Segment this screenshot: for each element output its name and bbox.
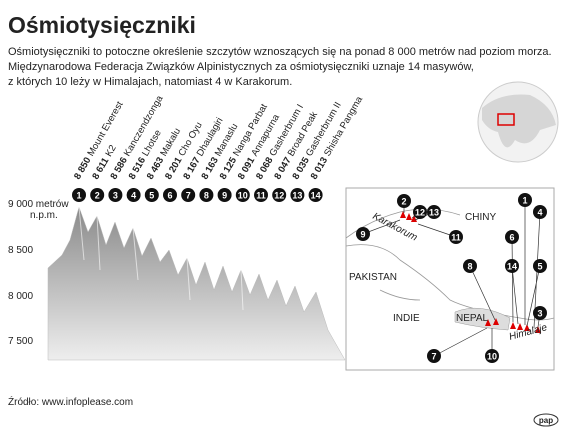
peak-marker xyxy=(181,188,196,202)
peak-height: 8 013 xyxy=(309,155,330,181)
peak-marker xyxy=(90,188,105,202)
peak-number: 12 xyxy=(274,191,284,201)
mountains xyxy=(47,206,346,361)
peak-height: 8 201 xyxy=(163,155,185,182)
peak-marker xyxy=(485,349,499,363)
peak-height: 8 047 xyxy=(272,155,293,181)
description: Międzynarodowa Federacja Związków Alpini… xyxy=(8,61,474,73)
peak-height: 8 611 xyxy=(90,155,112,181)
axis-label: 9 000 metrów xyxy=(8,199,69,210)
peak-marker xyxy=(413,205,427,219)
peak-height: 8 091 xyxy=(236,155,258,182)
description: z których 10 leży w Himalajach, natomias… xyxy=(8,76,292,88)
axis-label: 8 000 xyxy=(8,291,33,302)
axis-label: 8 500 xyxy=(8,245,33,256)
peak-height: 8 586 xyxy=(108,155,129,181)
peak-marker xyxy=(163,188,177,202)
peak-marker xyxy=(463,259,477,273)
peak-marker xyxy=(254,188,268,202)
peak-number: 11 xyxy=(451,233,461,243)
map-label: CHINY xyxy=(465,212,496,223)
peak-marker xyxy=(72,188,86,202)
peak-marker xyxy=(533,259,547,273)
peak-height: 8 850 xyxy=(72,155,93,181)
peak-marker xyxy=(505,230,519,244)
peak-marker xyxy=(449,230,463,244)
map: CHINY PAKISTAN INDIE NEPAL Karakorum Him… xyxy=(345,187,555,371)
peak-number: 8 xyxy=(467,262,472,272)
peak-number: 5 xyxy=(537,262,542,272)
peak-number: 10 xyxy=(487,352,497,362)
peak-marker xyxy=(144,188,159,202)
peak-marker xyxy=(397,194,411,208)
peak-marker xyxy=(108,188,123,202)
peak-number: 8 xyxy=(204,191,209,201)
title: Ośmiotysięczniki xyxy=(8,12,196,38)
peak-marker xyxy=(272,188,287,202)
peak-number: 11 xyxy=(256,191,266,201)
peak-marker xyxy=(290,188,305,202)
map-label: INDIE xyxy=(393,313,420,324)
peak-number: 13 xyxy=(292,191,302,201)
peak-marker xyxy=(518,193,532,207)
peak-number: 3 xyxy=(113,191,118,201)
peak-number: 6 xyxy=(509,233,514,243)
peak-marker xyxy=(217,188,232,202)
peak-marker xyxy=(356,227,370,241)
peak-number: 14 xyxy=(311,191,321,201)
peak-marker xyxy=(427,349,441,363)
peak-number: 2 xyxy=(401,197,406,207)
peak-marker xyxy=(427,205,441,219)
peak-marker xyxy=(308,188,323,202)
peak-number: 13 xyxy=(429,208,439,218)
peak-number: 7 xyxy=(186,191,191,201)
peak-number: 4 xyxy=(131,191,136,201)
map-label: PAKISTAN xyxy=(349,272,397,283)
peak-number: 7 xyxy=(431,352,436,362)
peak-number: 5 xyxy=(149,191,154,201)
peak-height: 8 463 xyxy=(145,155,166,181)
peak-number: 1 xyxy=(522,196,527,206)
peak-marker xyxy=(533,306,547,320)
peak-number: 12 xyxy=(415,208,425,218)
peak-height: 8 516 xyxy=(127,155,148,181)
peak-number: 3 xyxy=(537,309,542,319)
logo: pap xyxy=(539,416,553,425)
globe xyxy=(477,81,559,163)
peak-number: 10 xyxy=(238,191,248,201)
peak-number: 9 xyxy=(360,230,365,240)
axis-label: 7 500 xyxy=(8,336,33,347)
peak-marker xyxy=(235,188,250,202)
peak-number: 14 xyxy=(507,262,517,272)
peak-height: 8 125 xyxy=(218,155,240,182)
peak-name: K2 xyxy=(103,143,118,159)
peak-height: 8 035 xyxy=(290,155,312,182)
axis-unit: n.p.m. xyxy=(30,210,58,221)
source: Źródło: www.infoplease.com xyxy=(8,395,133,408)
peak-marker xyxy=(505,259,519,273)
peak-number: 1 xyxy=(76,191,81,201)
peak-number: 4 xyxy=(537,208,542,218)
peak-marker xyxy=(126,188,141,202)
description: Ośmiotysięczniki to potoczne określenie … xyxy=(8,46,552,58)
peak-marker xyxy=(199,188,214,202)
peak-number: 6 xyxy=(167,191,172,201)
peak-height: 8 068 xyxy=(254,155,275,181)
peak-number: 2 xyxy=(95,191,100,201)
peak-height: 8 163 xyxy=(199,155,220,181)
peak-height: 8 167 xyxy=(181,155,202,181)
peak-marker xyxy=(533,205,547,219)
map-label: NEPAL xyxy=(456,313,488,324)
peak-number: 9 xyxy=(222,191,227,201)
